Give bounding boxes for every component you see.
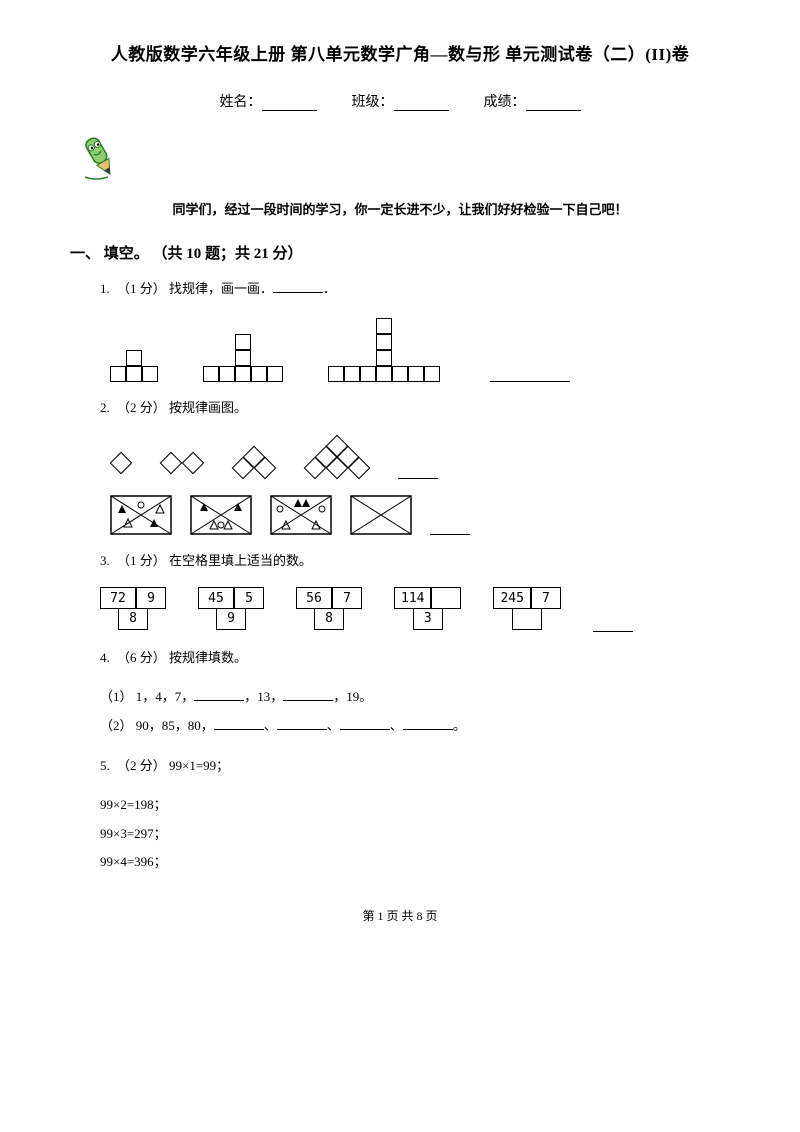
q3-b5-b: 7 (531, 587, 561, 609)
q1-fig2 (203, 334, 283, 382)
q4-s2-sep3: 、 (390, 718, 403, 733)
q1-fig1 (110, 350, 158, 382)
q4-sub2: （2） 90，85，80， 、 、 、 。 (100, 712, 730, 741)
question-5: 5. （2 分） 99×1=99； (100, 756, 730, 777)
student-info-line: 姓名： 班级： 成绩： (70, 91, 730, 111)
q4-pts: （6 分） (117, 650, 166, 665)
q2-text: 按规律画图。 (169, 400, 247, 415)
q3-b3-b: 7 (332, 587, 362, 609)
q5-line3: 99×4=396； (100, 848, 730, 877)
q3-box-4: 114 3 (394, 587, 461, 630)
class-blank[interactable] (394, 96, 449, 111)
q3-text: 在空格里填上适当的数。 (169, 553, 312, 568)
q3-b4-a: 114 (394, 587, 431, 609)
motivation-text: 同学们，经过一段时间的学习，你一定长进不少，让我们好好检验一下自己吧！ (70, 199, 730, 218)
question-3: 3. （1 分） 在空格里填上适当的数。 (100, 551, 730, 572)
q1-no: 1. (100, 281, 110, 296)
q2-diamonds (110, 435, 730, 479)
q3-box-1: 729 8 (100, 587, 166, 630)
q3-b3-a: 56 (296, 587, 332, 609)
q4-no: 4. (100, 650, 110, 665)
q2-box3 (270, 495, 332, 535)
q1-pts: （1 分） (117, 281, 166, 296)
q2-blank-2[interactable] (430, 522, 470, 535)
q3-b2-c: 9 (216, 608, 246, 630)
mascot-row (70, 129, 730, 189)
q4-s1-mid: ，13， (244, 689, 283, 704)
q4-s1-b1[interactable] (194, 688, 244, 701)
q3-b4-c: 3 (413, 608, 443, 630)
q2-d3 (232, 446, 276, 479)
q2-box4 (350, 495, 412, 535)
q2-d1 (110, 452, 132, 479)
q5-line1: 99×2=198； (100, 791, 730, 820)
q2-blank-1[interactable] (398, 466, 438, 479)
score-blank[interactable] (526, 96, 581, 111)
q3-b3-c: 8 (314, 608, 344, 630)
q4-s2-b3[interactable] (340, 717, 390, 730)
q5-pts: （2 分） (117, 758, 166, 773)
q3-no: 3. (100, 553, 110, 568)
name-label: 姓名： (220, 95, 262, 110)
q4-s2-prefix: （2） 90，85，80， (100, 718, 214, 733)
q1-tail: ． (323, 281, 336, 296)
q3-b4-b[interactable] (431, 587, 461, 609)
page-footer: 第 1 页 共 8 页 (70, 907, 730, 924)
q2-d2 (160, 452, 204, 479)
q1-text: 找规律，画一画． (169, 281, 273, 296)
q3-b1-a: 72 (100, 587, 136, 609)
q4-s2-b4[interactable] (403, 717, 453, 730)
q3-pts: （1 分） (117, 553, 166, 568)
pencil-mascot-icon (70, 129, 130, 189)
page-title: 人教版数学六年级上册 第八单元数学广角—数与形 单元测试卷（二）(II)卷 (70, 40, 730, 65)
q1-fig3 (328, 318, 440, 382)
q4-s2-b1[interactable] (214, 717, 264, 730)
q5-no: 5. (100, 758, 110, 773)
q1-blank[interactable] (273, 280, 323, 293)
q3-b1-c: 8 (118, 608, 148, 630)
q3-box-5: 2457 (493, 587, 560, 630)
q4-sub1: （1） 1，4，7， ，13， ，19。 (100, 683, 730, 712)
q3-boxes: 729 8 455 9 567 8 114 3 2457 (100, 587, 730, 632)
q4-s1-prefix: （1） 1，4，7， (100, 689, 194, 704)
q2-d4 (304, 435, 370, 479)
question-4: 4. （6 分） 按规律填数。 (100, 648, 730, 669)
page: 人教版数学六年级上册 第八单元数学广角—数与形 单元测试卷（二）(II)卷 姓名… (0, 0, 800, 954)
q3-trailing-blank[interactable] (593, 619, 633, 632)
q4-s1-end: ，19。 (333, 689, 372, 704)
q3-box-2: 455 9 (198, 587, 264, 630)
q4-s2-end: 。 (453, 718, 466, 733)
q3-b2-b: 5 (234, 587, 264, 609)
q1-answer-line[interactable] (490, 380, 570, 382)
question-1: 1. （1 分） 找规律，画一画． ． (100, 279, 730, 300)
score-label: 成绩： (484, 95, 526, 110)
question-2: 2. （2 分） 按规律画图。 (100, 398, 730, 419)
q4-s1-b2[interactable] (283, 688, 333, 701)
q5-line0: 99×1=99； (169, 758, 229, 773)
q4-s2-b2[interactable] (277, 717, 327, 730)
class-label: 班级： (352, 95, 394, 110)
q3-b2-a: 45 (198, 587, 234, 609)
q3-box-3: 567 8 (296, 587, 362, 630)
q5-line2: 99×3=297； (100, 820, 730, 849)
q4-s2-sep2: 、 (327, 718, 340, 733)
q2-triangle-boxes (110, 495, 730, 535)
q4-text: 按规律填数。 (169, 650, 247, 665)
q1-figures (110, 318, 730, 382)
section-1-heading: 一、 填空。 （共 10 题；共 21 分） (70, 242, 730, 263)
q2-pts: （2 分） (117, 400, 166, 415)
q3-b1-b: 9 (136, 587, 166, 609)
q3-b5-c[interactable] (512, 608, 542, 630)
q2-box2 (190, 495, 252, 535)
q2-no: 2. (100, 400, 110, 415)
q4-s2-sep1: 、 (264, 718, 277, 733)
q3-b5-a: 245 (493, 587, 530, 609)
name-blank[interactable] (262, 96, 317, 111)
q2-box1 (110, 495, 172, 535)
